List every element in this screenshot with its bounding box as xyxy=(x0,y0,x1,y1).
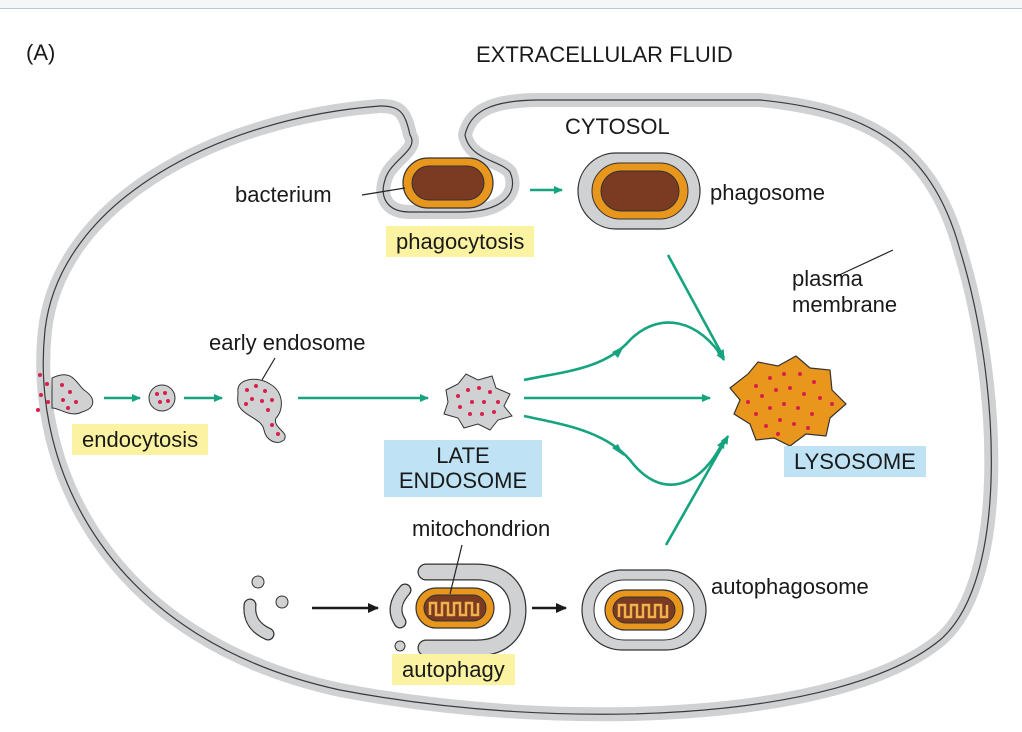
top-grid-strip xyxy=(0,0,1022,9)
cytosol-label: CYTOSOL xyxy=(565,114,670,139)
bacterium-label: bacterium xyxy=(235,182,332,207)
green-pathway-arrows xyxy=(104,186,730,546)
figure-label: (A) xyxy=(26,40,56,65)
plasma-membrane-label-line2: membrane xyxy=(792,292,898,317)
endocytic-vesicle xyxy=(148,384,176,412)
mitochondrion xyxy=(415,587,495,629)
membrane-fragments xyxy=(243,575,289,641)
lysosome xyxy=(729,355,847,447)
plasma-membrane-label-line1: plasma xyxy=(792,266,863,291)
phagocytosis-label: phagocytosis xyxy=(386,226,535,258)
endocytosed-cargo xyxy=(36,373,78,412)
autophagosome xyxy=(581,569,707,651)
phagosome-label: phagosome xyxy=(710,180,825,205)
endocytosis-label: endocytosis xyxy=(72,424,209,456)
extracellular-fluid-label: EXTRACELLULAR FLUID xyxy=(476,42,733,67)
late-endosome-label-line2: ENDOSOME xyxy=(398,468,528,494)
autophagy-label: autophagy xyxy=(392,654,515,686)
mitochondrion-label: mitochondrion xyxy=(412,516,551,541)
early-endosome xyxy=(237,378,286,443)
late-endosome-label-line1: LATE xyxy=(436,443,490,468)
lysosome-label: LYSOSOME xyxy=(784,446,926,478)
late-endosome xyxy=(443,373,513,431)
forming-autophagic-membrane xyxy=(389,563,527,657)
early-endosome-label: early endosome xyxy=(209,330,366,355)
autophagosome-label: autophagosome xyxy=(711,574,869,599)
late-endosome-label: LATE ENDOSOME xyxy=(384,440,542,497)
